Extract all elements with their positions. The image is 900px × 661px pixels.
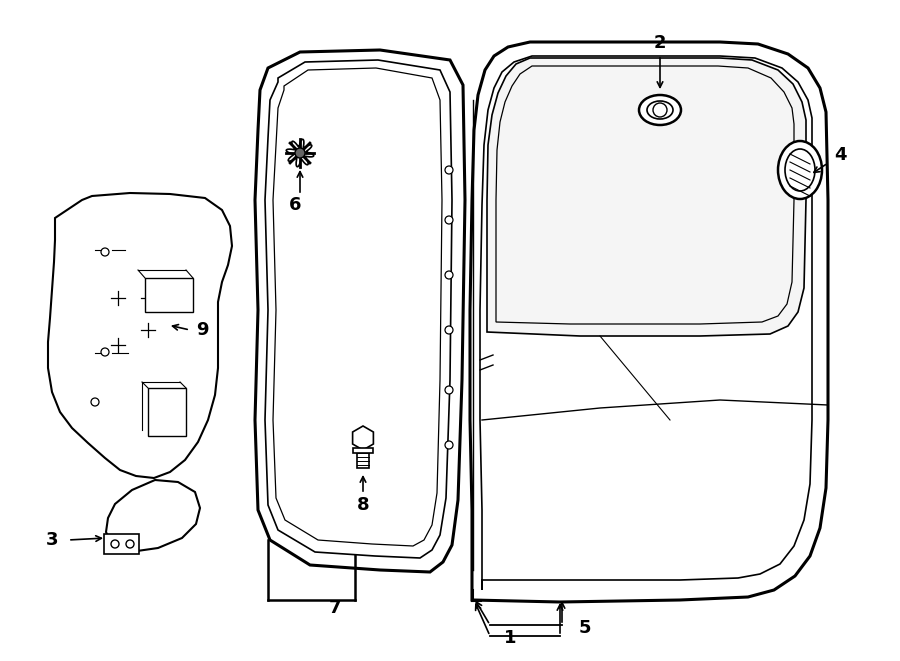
Text: 3: 3: [46, 531, 58, 549]
Text: 5: 5: [579, 619, 591, 637]
Text: 6: 6: [289, 196, 302, 214]
Polygon shape: [48, 193, 232, 478]
Circle shape: [101, 348, 109, 356]
Circle shape: [111, 540, 119, 548]
Bar: [104, 534, 139, 554]
Bar: [353, 448, 373, 453]
Ellipse shape: [647, 101, 673, 119]
Circle shape: [445, 441, 453, 449]
Bar: [357, 450, 369, 468]
Circle shape: [445, 386, 453, 394]
Polygon shape: [487, 58, 806, 336]
Text: 4: 4: [833, 146, 846, 164]
Text: 7: 7: [328, 599, 341, 617]
Bar: [145, 278, 193, 312]
Text: 2: 2: [653, 34, 666, 52]
Ellipse shape: [785, 149, 815, 191]
Ellipse shape: [639, 95, 681, 125]
Circle shape: [445, 326, 453, 334]
Circle shape: [445, 166, 453, 174]
Polygon shape: [106, 480, 200, 552]
Text: 9: 9: [196, 321, 208, 339]
Text: 1: 1: [504, 629, 517, 647]
Bar: [148, 388, 186, 436]
Circle shape: [295, 148, 305, 158]
Ellipse shape: [778, 141, 822, 199]
Polygon shape: [255, 50, 465, 572]
Circle shape: [101, 248, 109, 256]
Polygon shape: [353, 426, 374, 450]
Text: 8: 8: [356, 496, 369, 514]
Circle shape: [445, 216, 453, 224]
Circle shape: [653, 103, 667, 117]
Circle shape: [91, 398, 99, 406]
Circle shape: [445, 271, 453, 279]
Circle shape: [126, 540, 134, 548]
Polygon shape: [470, 42, 828, 602]
